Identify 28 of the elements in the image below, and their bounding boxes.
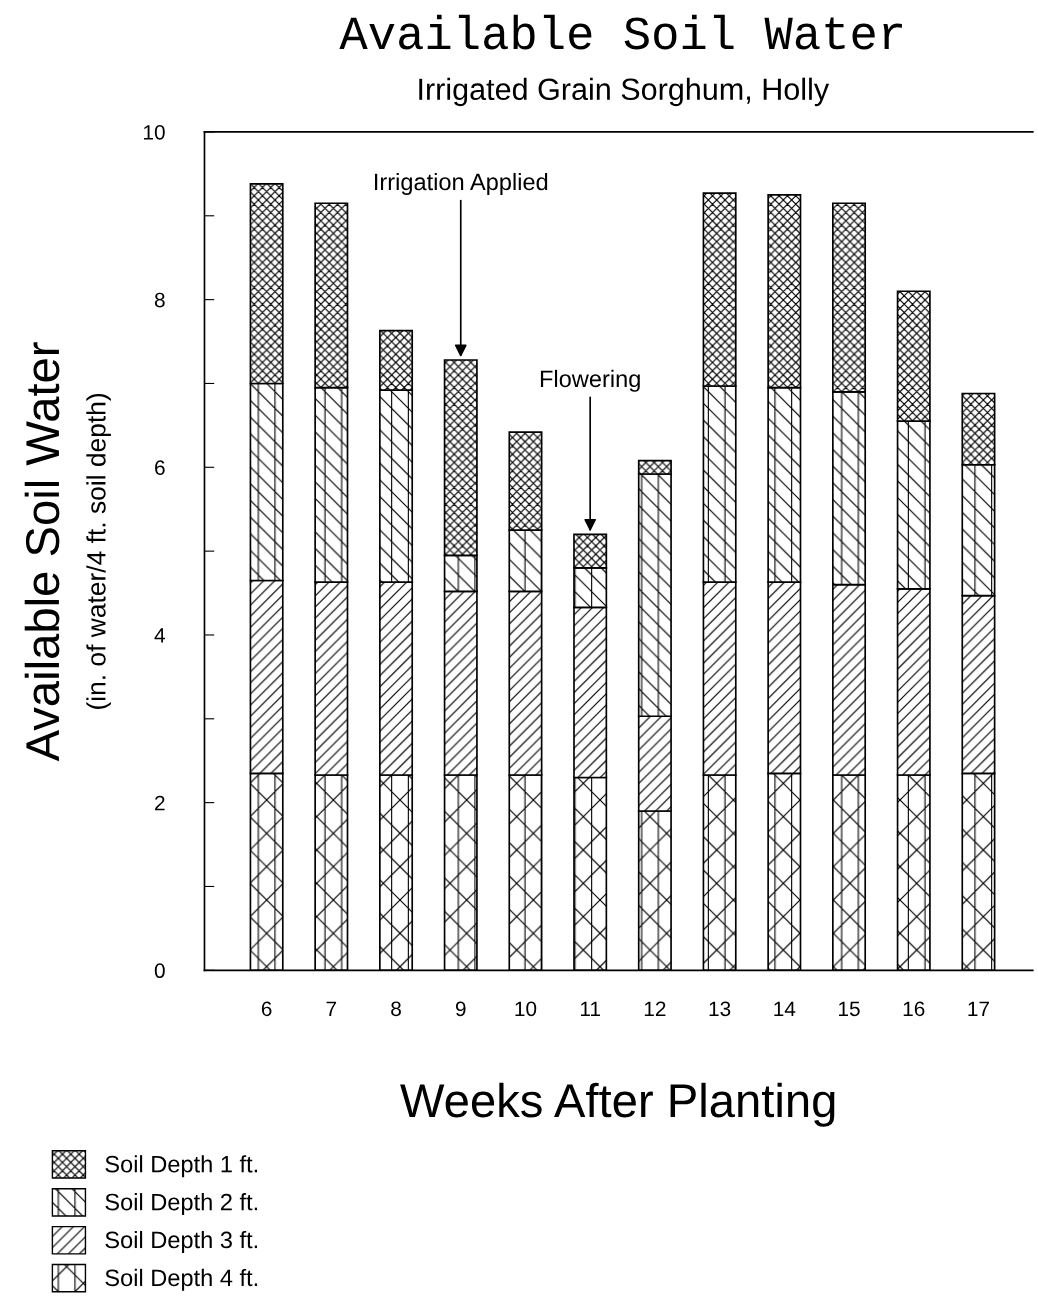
legend-label: Soil Depth 4 ft. xyxy=(105,1268,258,1291)
y-tick-label: 8 xyxy=(154,292,165,308)
x-tick-label: 10 xyxy=(515,1001,537,1017)
x-tick-label: 13 xyxy=(709,1001,731,1017)
y-tick-label: 2 xyxy=(155,795,165,811)
x-tick-label: 11 xyxy=(580,1001,600,1016)
x-tick-label: 8 xyxy=(391,1001,401,1017)
annotation: Irrigation Applied xyxy=(374,172,548,195)
x-tick-label: 17 xyxy=(968,1001,989,1016)
x-tick-label: 14 xyxy=(774,1001,796,1016)
legend-label: Soil Depth 1 ft. xyxy=(105,1155,258,1178)
chart-title: Available Soil Water xyxy=(339,14,902,50)
x-axis-title: Weeks After Planting xyxy=(400,1082,835,1127)
y-axis-title: Available Soil Water (in. of water/4 ft. soil depth) xyxy=(24,342,111,762)
annotation: Flowering xyxy=(540,369,640,392)
legend-label: Soil Depth 2 ft. xyxy=(105,1193,258,1216)
y-tick-label: 6 xyxy=(155,460,165,476)
legend-label: Soil Depth 3 ft. xyxy=(105,1230,258,1253)
x-tick-label: 15 xyxy=(839,1001,860,1017)
x-tick-label: 7 xyxy=(326,1001,337,1016)
y-tick-label: 10 xyxy=(144,124,165,140)
y-tick-label: 4 xyxy=(154,628,165,643)
x-tick-label: 16 xyxy=(903,1001,925,1017)
x-tick-label: 9 xyxy=(455,1001,466,1017)
y-tick-label: 0 xyxy=(154,963,165,979)
x-tick-label: 6 xyxy=(261,1001,272,1017)
chart-subtitle: Irrigated Grain Sorghum, Holly xyxy=(419,77,830,107)
x-tick-label: 12 xyxy=(644,1001,666,1016)
